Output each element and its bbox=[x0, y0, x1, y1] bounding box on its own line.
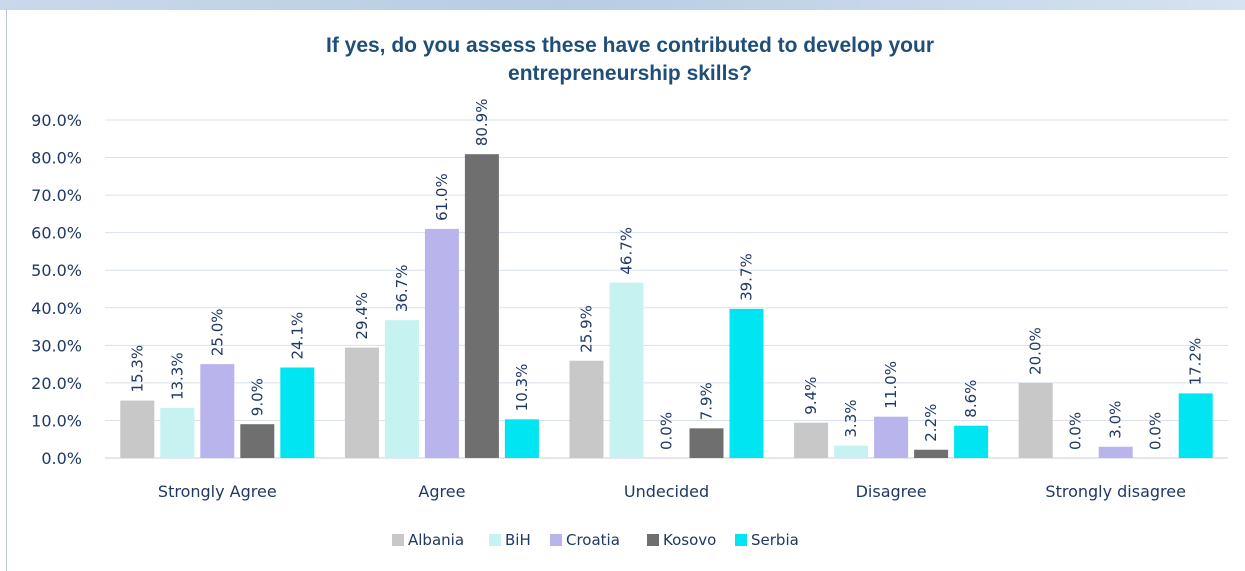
data-label: 0.0% bbox=[658, 412, 676, 450]
chart-title-line-1: If yes, do you assess these have contrib… bbox=[326, 34, 934, 57]
left-border-line bbox=[6, 8, 7, 571]
y-tick-label: 70.0% bbox=[31, 186, 82, 205]
bar-bih bbox=[834, 445, 869, 458]
bar-serbia bbox=[729, 308, 764, 458]
data-label: 3.0% bbox=[1107, 401, 1125, 439]
bar-serbia bbox=[1178, 393, 1213, 458]
x-category-label: Strongly disagree bbox=[1045, 482, 1186, 501]
bar-albania bbox=[120, 400, 155, 458]
bar-croatia bbox=[424, 228, 459, 458]
legend-label-bih: BiH bbox=[505, 531, 531, 549]
data-label: 46.7% bbox=[618, 227, 636, 275]
y-tick-label: 90.0% bbox=[31, 111, 82, 130]
x-category-label: Strongly Agree bbox=[158, 482, 277, 501]
bar-albania bbox=[344, 347, 379, 458]
data-label: 36.7% bbox=[393, 265, 411, 313]
data-label: 11.0% bbox=[882, 361, 900, 409]
data-label: 13.3% bbox=[168, 352, 186, 400]
gridlines bbox=[105, 119, 1228, 459]
bars bbox=[120, 154, 1213, 459]
bar-serbia bbox=[280, 367, 315, 458]
legend-swatch-croatia bbox=[550, 534, 562, 546]
x-category-label: Undecided bbox=[624, 482, 709, 501]
y-tick-label: 60.0% bbox=[31, 224, 82, 243]
legend: Albania BiH Croatia Kosovo Serbia bbox=[392, 531, 799, 549]
legend-swatch-kosovo bbox=[647, 534, 659, 546]
data-label: 29.4% bbox=[353, 292, 371, 340]
data-label: 3.3% bbox=[842, 399, 860, 437]
data-label: 0.0% bbox=[1147, 412, 1165, 450]
legend-swatch-albania bbox=[392, 534, 404, 546]
data-label: 10.3% bbox=[513, 364, 531, 412]
data-label: 24.1% bbox=[288, 312, 306, 360]
x-category-label: Disagree bbox=[856, 482, 927, 501]
data-label: 20.0% bbox=[1027, 327, 1045, 375]
y-tick-label: 80.0% bbox=[31, 149, 82, 168]
data-label: 8.6% bbox=[962, 380, 980, 418]
data-label: 0.0% bbox=[1067, 412, 1085, 450]
data-label: 61.0% bbox=[433, 173, 451, 221]
bar-serbia bbox=[954, 425, 989, 458]
y-tick-label: 0.0% bbox=[41, 449, 82, 468]
bar-croatia bbox=[874, 416, 909, 458]
bar-kosovo bbox=[464, 154, 499, 459]
legend-swatch-bih bbox=[489, 534, 501, 546]
bar-croatia bbox=[1098, 446, 1133, 458]
data-label: 39.7% bbox=[738, 253, 756, 301]
bar-albania bbox=[569, 360, 604, 458]
legend-label-croatia: Croatia bbox=[566, 531, 620, 549]
data-label: 17.2% bbox=[1187, 338, 1205, 386]
legend-label-serbia: Serbia bbox=[751, 531, 799, 549]
data-labels: 15.3% 13.3% 25.0% 9.0% 24.1% 29.4% 36.7% 61.0% 8… bbox=[128, 99, 1204, 450]
y-tick-label: 40.0% bbox=[31, 299, 82, 318]
legend-label-kosovo: Kosovo bbox=[663, 531, 716, 549]
bar-croatia bbox=[200, 364, 235, 458]
bar-kosovo bbox=[689, 428, 724, 458]
data-label: 9.0% bbox=[248, 378, 266, 416]
legend-swatch-serbia bbox=[735, 534, 747, 546]
axes: 0.0% 10.0% 20.0% 30.0% 40.0% 50.0% 60.0% 70.0% 8… bbox=[31, 111, 1186, 501]
y-tick-label: 20.0% bbox=[31, 374, 82, 393]
data-label: 25.0% bbox=[208, 308, 226, 356]
data-label: 80.9% bbox=[473, 99, 491, 147]
legend-label-albania: Albania bbox=[408, 531, 464, 549]
bar-bih bbox=[609, 282, 644, 458]
bar-bih bbox=[384, 320, 419, 458]
x-category-label: Agree bbox=[418, 482, 465, 501]
data-label: 9.4% bbox=[802, 377, 820, 415]
chart-title-line-2: entrepreneurship skills? bbox=[508, 62, 752, 85]
data-label: 15.3% bbox=[128, 345, 146, 393]
data-label: 2.2% bbox=[922, 404, 940, 442]
bar-kosovo bbox=[240, 424, 275, 458]
bar-albania bbox=[794, 422, 829, 458]
data-label: 7.9% bbox=[698, 382, 716, 420]
bar-bih bbox=[160, 408, 195, 458]
y-tick-label: 10.0% bbox=[31, 411, 82, 430]
bar-albania bbox=[1018, 382, 1053, 458]
y-tick-label: 30.0% bbox=[31, 336, 82, 355]
bar-kosovo bbox=[914, 449, 949, 458]
y-tick-label: 50.0% bbox=[31, 261, 82, 280]
data-label: 25.9% bbox=[578, 305, 596, 353]
bar-serbia bbox=[504, 419, 539, 458]
top-banner-strip bbox=[0, 0, 1245, 10]
